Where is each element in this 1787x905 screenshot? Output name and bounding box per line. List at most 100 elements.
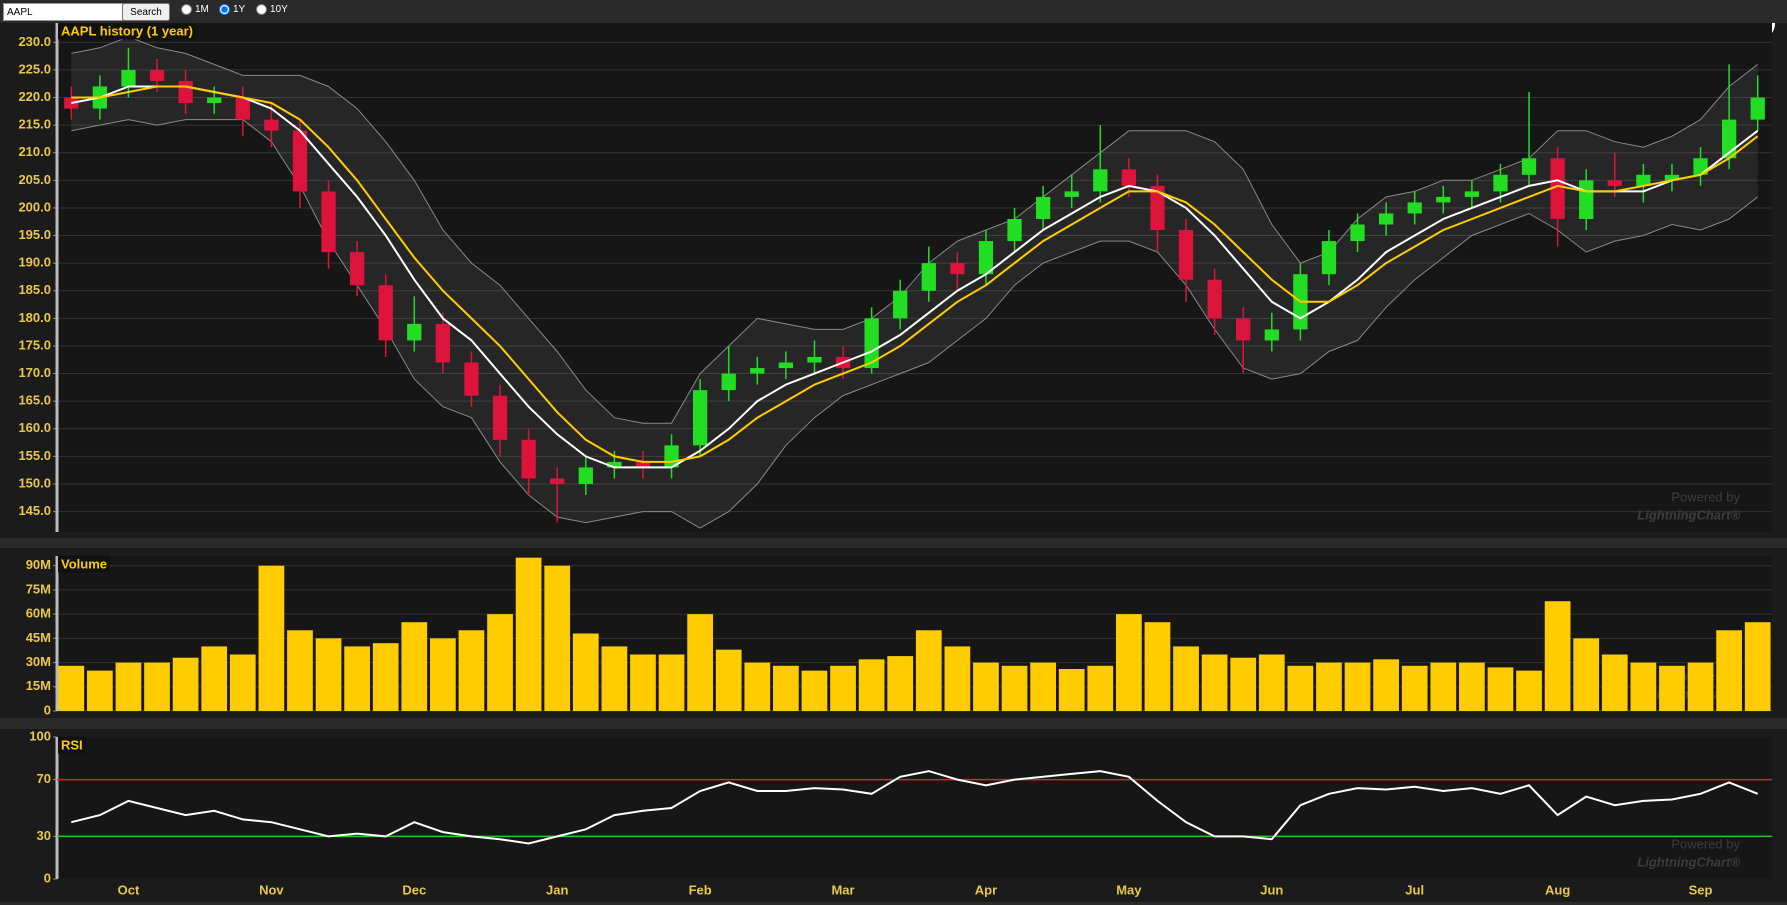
- search-input[interactable]: [3, 3, 123, 21]
- candle-body: [1693, 158, 1708, 175]
- volume-bar: [1258, 654, 1285, 711]
- volume-bar: [487, 614, 513, 711]
- candle-body: [264, 119, 279, 131]
- x-tick-label: Sep: [1689, 882, 1713, 897]
- volume-bar: [887, 656, 914, 711]
- volume-bar: [115, 662, 142, 711]
- watermark: Powered by: [1671, 489, 1740, 504]
- volume-bar: [572, 633, 599, 711]
- volume-bar: [1573, 638, 1600, 711]
- y-tick-label: 100: [29, 728, 51, 743]
- range-radio[interactable]: [219, 4, 230, 15]
- y-tick-label: 150.0: [18, 475, 51, 490]
- y-tick-label: 180.0: [18, 310, 51, 325]
- candle-body: [1178, 230, 1194, 280]
- candle-body: [1407, 202, 1422, 214]
- candle-body: [149, 69, 165, 81]
- y-tick-label: 225.0: [18, 61, 51, 76]
- candle-body: [1035, 196, 1051, 219]
- plot-area: [57, 737, 1772, 879]
- y-tick-label: 185.0: [18, 282, 51, 297]
- volume-bar: [1459, 662, 1485, 711]
- volume-bar: [315, 638, 342, 711]
- x-tick-label: Nov: [259, 882, 284, 897]
- volume-bar: [1687, 662, 1714, 711]
- candle-body: [292, 130, 308, 192]
- range-option[interactable]: 10Y: [256, 4, 288, 15]
- y-tick-label: 170.0: [18, 365, 51, 380]
- range-radio[interactable]: [256, 4, 267, 15]
- candle-body: [1664, 174, 1680, 181]
- watermark: Powered by: [1671, 836, 1740, 851]
- volume-bar: [715, 649, 742, 711]
- candle-body: [1750, 97, 1765, 120]
- search-button[interactable]: Search: [122, 3, 170, 21]
- panel-title: AAPL history (1 year): [61, 23, 193, 38]
- charts: 145.0 150.0 155.0 160.0 165.0 170.0 175.0 180.0…: [0, 23, 1787, 902]
- volume-bar: [973, 662, 999, 711]
- volume-bar: [344, 646, 370, 711]
- panel-title-bg: [58, 23, 196, 40]
- volume-bar: [1659, 665, 1685, 711]
- range-option[interactable]: 1Y: [219, 4, 245, 15]
- candle-body: [1464, 191, 1480, 197]
- candle-body: [921, 263, 936, 291]
- candle-body: [1607, 180, 1622, 186]
- range-option[interactable]: 1M: [181, 4, 209, 15]
- volume-bar: [544, 565, 571, 711]
- toolbar: Search 1M 1Y 10Y: [0, 0, 1787, 23]
- candle-body: [978, 241, 994, 275]
- volume-bar: [1316, 662, 1342, 711]
- range-radio[interactable]: [181, 4, 192, 15]
- y-tick-label: 145.0: [18, 503, 51, 518]
- candle-body: [721, 373, 736, 391]
- candle-body: [864, 318, 879, 369]
- y-tick-label: 45M: [26, 630, 51, 645]
- volume-bar: [1373, 659, 1399, 711]
- plot-area: [57, 556, 1772, 711]
- volume-bar: [1487, 667, 1514, 711]
- volume-bar: [601, 646, 628, 711]
- candle-body: [807, 356, 822, 363]
- candle-body: [950, 263, 965, 275]
- candle-body: [1493, 174, 1508, 192]
- y-tick-label: 70: [37, 771, 51, 786]
- volume-bar: [87, 670, 113, 711]
- range-label: 10Y: [270, 4, 288, 15]
- volume-bar: [915, 630, 942, 711]
- x-tick-label: May: [1116, 882, 1142, 897]
- volume-bar: [1344, 662, 1371, 711]
- x-tick-label: Jun: [1260, 882, 1283, 897]
- y-tick-label: 30M: [26, 654, 51, 669]
- candle-body: [1521, 158, 1537, 175]
- y-tick-label: 195.0: [18, 227, 51, 242]
- volume-bar: [630, 654, 656, 711]
- candle-body: [121, 69, 136, 87]
- volume-bar: [172, 657, 199, 711]
- rsi-line: [71, 770, 1759, 845]
- volume-bar: [1116, 614, 1142, 711]
- x-tick-label: Apr: [975, 882, 997, 897]
- moving-average: [71, 85, 1759, 463]
- volume-bar: [372, 643, 399, 711]
- volume-bar: [1201, 654, 1228, 711]
- candle-body: [578, 467, 593, 484]
- volume-bar: [258, 565, 285, 711]
- candle-body: [435, 323, 451, 363]
- volume-bar: [458, 630, 485, 711]
- candle-body: [893, 290, 908, 319]
- candle-body: [492, 395, 508, 440]
- volume-bar: [1516, 670, 1542, 711]
- candle-body: [1550, 158, 1565, 219]
- plot-area: [57, 23, 1772, 532]
- volume-bar: [687, 614, 713, 711]
- panel-title: RSI: [61, 737, 83, 752]
- candle-body: [1264, 329, 1279, 341]
- y-tick-label: 0: [44, 702, 51, 717]
- volume-bar: [201, 646, 228, 711]
- volume-bar: [515, 557, 542, 711]
- candle-body: [750, 368, 765, 374]
- volume-bar: [944, 646, 971, 711]
- candle-body: [1321, 241, 1337, 275]
- x-tick-label: Aug: [1545, 882, 1570, 897]
